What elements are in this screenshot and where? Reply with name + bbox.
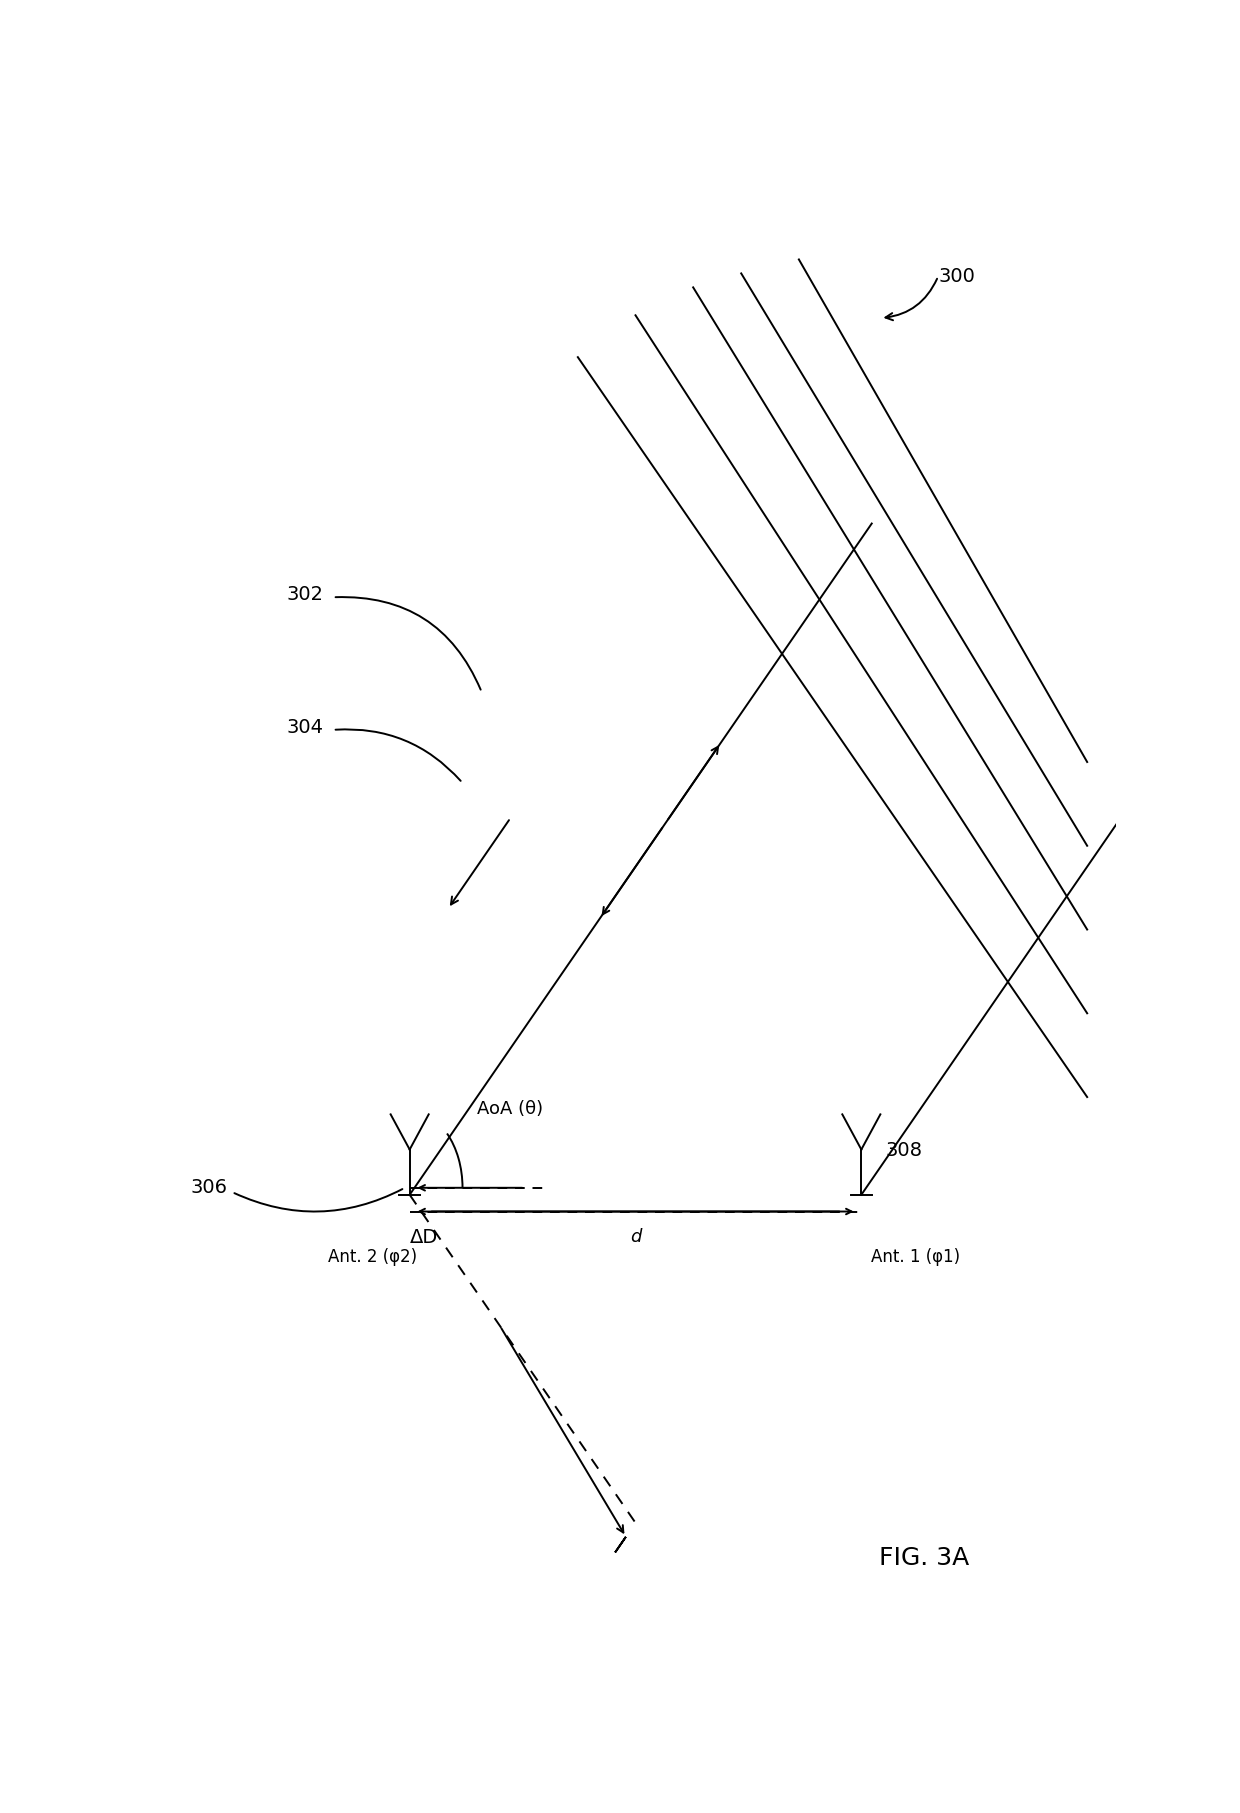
Text: ΔD: ΔD: [410, 1227, 439, 1247]
Text: 300: 300: [939, 267, 975, 286]
Text: 302: 302: [286, 586, 324, 604]
Text: FIG. 3A: FIG. 3A: [879, 1546, 968, 1570]
Text: 308: 308: [885, 1140, 923, 1160]
Text: d: d: [630, 1227, 641, 1246]
Text: Ant. 2 (φ2): Ant. 2 (φ2): [327, 1247, 417, 1265]
Text: 306: 306: [190, 1178, 227, 1197]
Text: Ant. 1 (φ1): Ant. 1 (φ1): [870, 1247, 960, 1265]
Text: 304: 304: [286, 718, 324, 736]
Text: AoA (θ): AoA (θ): [477, 1100, 543, 1119]
